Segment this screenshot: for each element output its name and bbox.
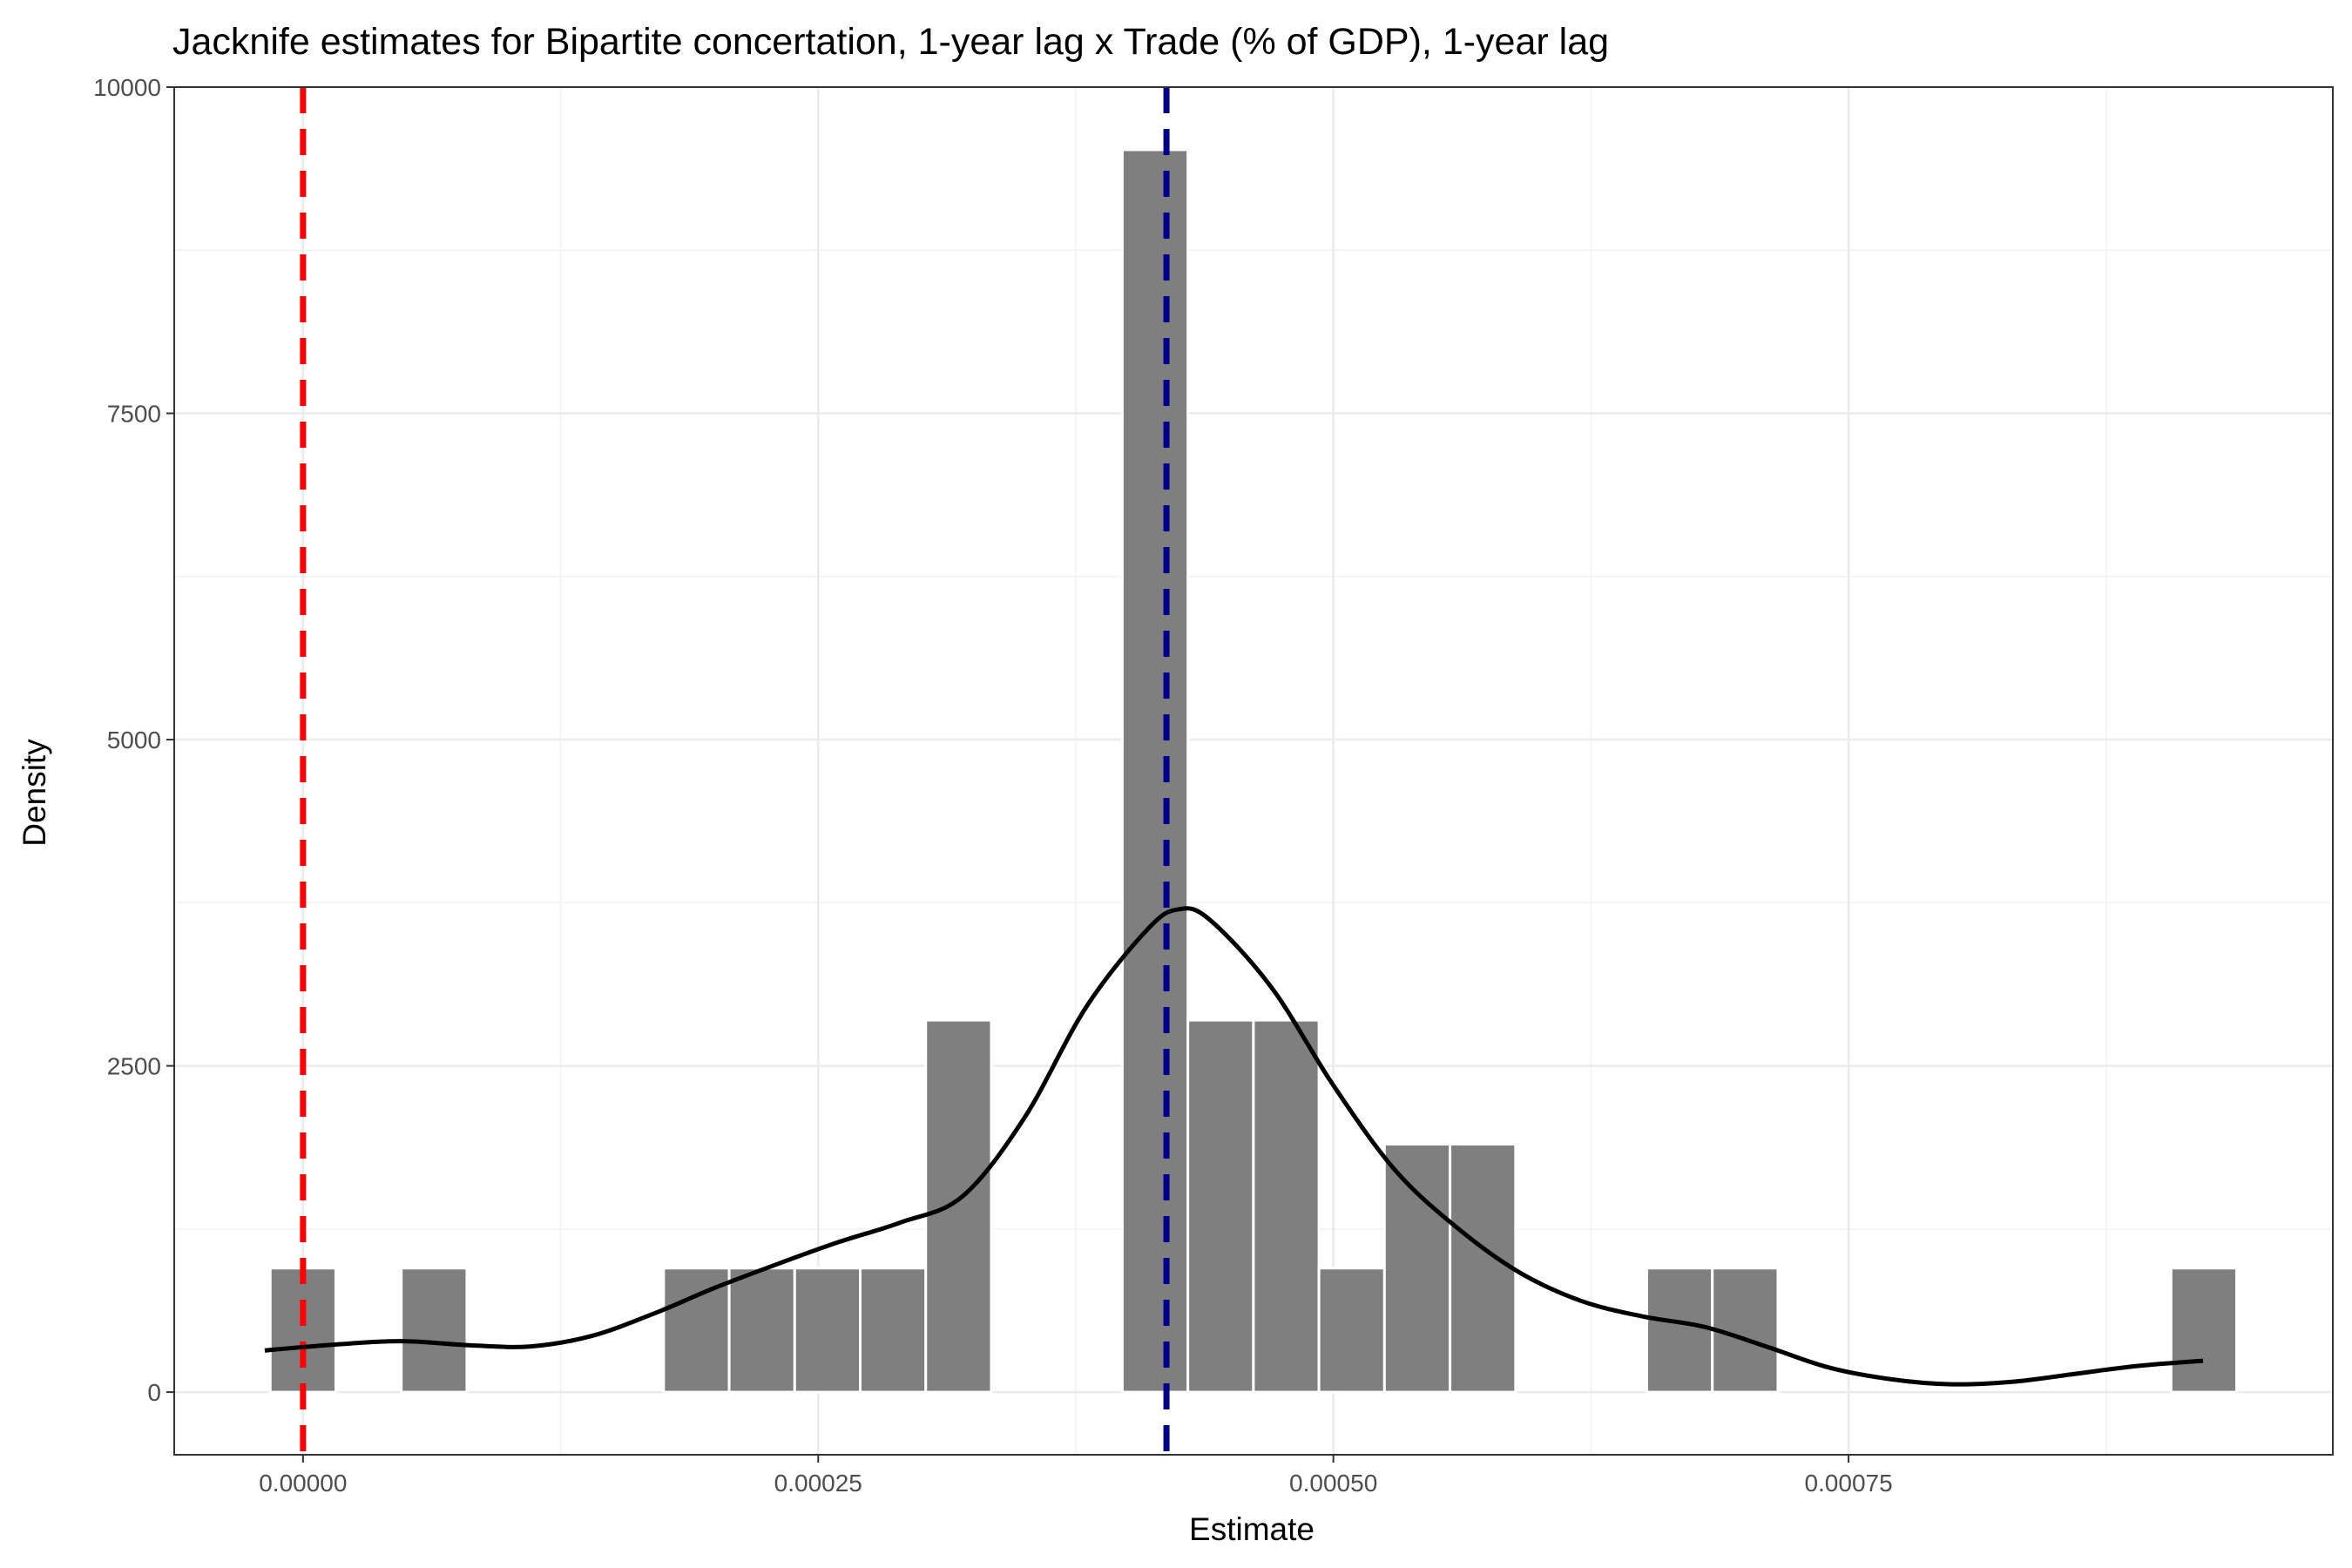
x-tick-label: 0.00025 <box>774 1470 862 1497</box>
plot-area: 0.00000 0.00025 0.00050 0.00075 0 2500 5000 750… <box>93 74 2334 1497</box>
y-tick-label: 2500 <box>107 1053 161 1080</box>
histogram-bar <box>1186 1018 1255 1394</box>
histogram-bar <box>1252 1018 1321 1394</box>
histogram-bar <box>1120 148 1190 1394</box>
histogram-bar <box>859 1267 928 1394</box>
x-tick-label: 0.00050 <box>1289 1470 1377 1497</box>
y-tick-label: 7500 <box>107 401 161 428</box>
histogram-bar <box>1449 1142 1517 1394</box>
y-tick-label: 5000 <box>107 727 161 754</box>
histogram-bar <box>793 1267 862 1394</box>
histogram-bar <box>1317 1267 1386 1394</box>
y-tick-label: 10000 <box>93 74 161 101</box>
histogram-bar <box>400 1267 469 1394</box>
x-tick-label: 0.00075 <box>1804 1470 1892 1497</box>
histogram-bar <box>2169 1267 2239 1394</box>
x-tick-label: 0.00000 <box>259 1470 347 1497</box>
chart-title: Jacknife estimates for Bipartite concert… <box>172 21 1609 63</box>
histogram-bar <box>727 1267 796 1394</box>
histogram-bar <box>924 1018 993 1394</box>
x-axis-title: Estimate <box>1189 1511 1315 1547</box>
y-tick-label: 0 <box>147 1379 161 1406</box>
histogram-bar <box>268 1267 337 1394</box>
y-axis-title: Density <box>17 739 52 847</box>
density-curve <box>264 906 2204 1387</box>
histogram-bar <box>1645 1267 1714 1394</box>
panel-border <box>173 86 2334 1456</box>
histogram-bar <box>1382 1142 1452 1394</box>
histogram-bar <box>662 1267 731 1394</box>
